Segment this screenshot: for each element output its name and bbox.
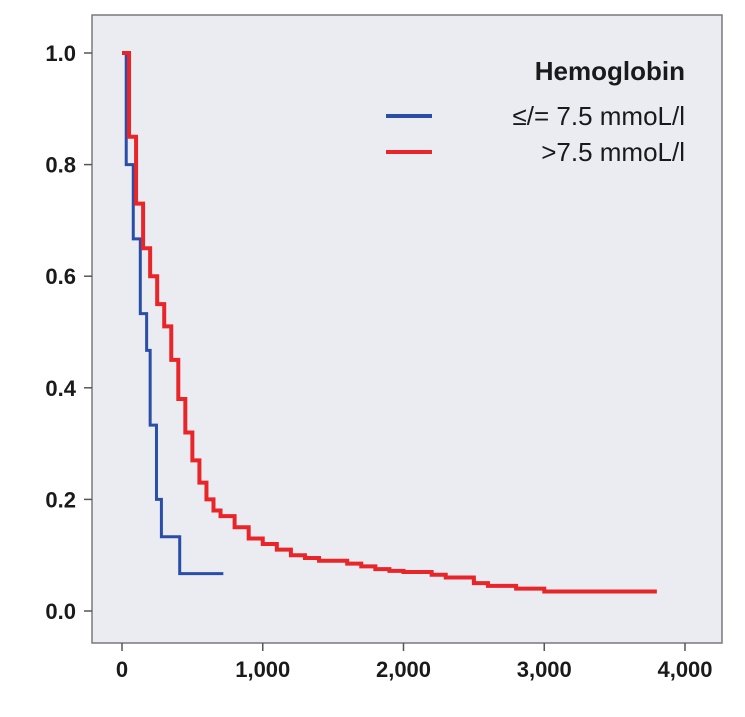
x-tick-label: 1,000 [235,657,290,682]
y-tick-label: 0.6 [45,264,76,289]
series-layer [122,51,657,594]
x-tick-label: 2,000 [376,657,431,682]
y-tick-label: 0.8 [45,153,76,178]
y-tick-label: 0.0 [45,599,76,624]
x-tick-label: 4,000 [657,657,712,682]
y-axis: 0.0 0.2 0.4 0.6 0.8 1.0 [45,41,92,624]
x-tick-label: 3,000 [517,657,572,682]
legend: Hemoglobin ≤/= 7.5 mmoL/l >7.5 mmoL/l [386,56,685,167]
x-tick-label: 0 [116,657,128,682]
legend-label-high: >7.5 mmoL/l [541,137,685,167]
series-line-low [122,51,224,576]
y-tick-label: 0.2 [45,487,76,512]
plot-area [91,14,723,644]
legend-title: Hemoglobin [535,56,685,86]
y-tick-label: 1.0 [45,41,76,66]
legend-label-low: ≤/= 7.5 mmoL/l [512,101,685,131]
y-tick-label: 0.4 [45,376,76,401]
x-axis: 0 1,000 2,000 3,000 4,000 [116,643,713,682]
series-line-high [122,51,657,594]
